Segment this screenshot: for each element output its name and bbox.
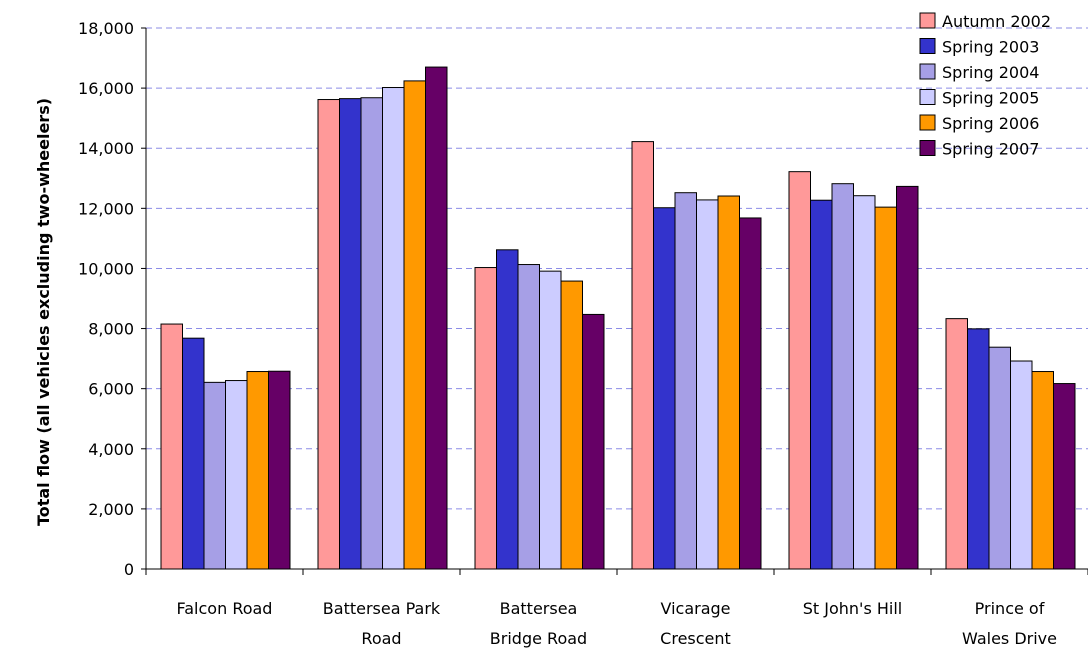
bar (896, 185, 919, 570)
legend-label: Spring 2005 (942, 89, 1039, 108)
bar (874, 206, 897, 570)
bar (582, 313, 605, 570)
bar (517, 264, 540, 570)
legend-item: Spring 2003 (919, 38, 1039, 57)
y-tick-label: 0 (124, 560, 134, 579)
legend-swatch (919, 89, 936, 105)
bar (225, 380, 248, 570)
bar (945, 318, 968, 570)
bars (160, 66, 1076, 570)
bar (425, 66, 448, 570)
bar (382, 87, 405, 570)
bar (403, 80, 426, 570)
legend-label: Spring 2006 (942, 114, 1039, 133)
bar (988, 346, 1011, 570)
bar (739, 217, 762, 570)
legend-swatch (919, 63, 936, 80)
x-category-label: Battersea Bridge Road (490, 599, 587, 648)
bar (182, 337, 205, 570)
y-tick-label: 10,000 (78, 259, 134, 278)
y-tick-label: 12,000 (78, 199, 134, 218)
bar (674, 192, 697, 570)
bar (496, 249, 519, 570)
y-tick-label: 14,000 (78, 139, 134, 158)
legend-swatch (919, 114, 936, 131)
bar (539, 270, 562, 570)
x-category-label: Battersea Park Road (323, 599, 441, 648)
bar (717, 195, 740, 570)
legend-item: Spring 2006 (919, 114, 1039, 133)
y-tick-label: 16,000 (78, 79, 134, 98)
bar (831, 183, 854, 570)
legend-swatch (919, 38, 936, 54)
bar (317, 99, 340, 570)
bar (1053, 383, 1076, 570)
bar (203, 381, 226, 570)
legend-item: Autumn 2002 (919, 12, 1051, 31)
bar (160, 323, 183, 570)
bar (1031, 371, 1054, 570)
y-tick-label: 2,000 (88, 500, 134, 519)
y-tick-label: 8,000 (88, 320, 134, 339)
x-category-label: St John's Hill (803, 599, 903, 618)
y-tick-labels: 0 2,000 4,000 6,000 8,000 10,000 12,000 14,000 1… (78, 19, 134, 579)
legend: Autumn 2002 Spring 2003 Spring 2004 Spring … (919, 12, 1051, 159)
bar (1010, 360, 1033, 570)
legend-item: Spring 2005 (919, 89, 1039, 108)
x-category-labels: Falcon Road Battersea Park Road Battersea Br… (177, 599, 1057, 648)
legend-item: Spring 2007 (919, 140, 1039, 159)
bar (788, 171, 811, 570)
y-tick-label: 4,000 (88, 440, 134, 459)
y-tick-label: 6,000 (88, 380, 134, 399)
bar (560, 280, 583, 570)
bar (268, 370, 291, 570)
bar (696, 199, 719, 570)
bar (967, 328, 990, 570)
bar (246, 371, 269, 570)
legend-label: Autumn 2002 (942, 12, 1051, 31)
legend-label: Spring 2003 (942, 38, 1039, 57)
bar (653, 207, 676, 570)
legend-swatch (919, 140, 936, 156)
bar (853, 195, 876, 570)
x-category-label: Falcon Road (177, 599, 273, 618)
x-category-label: Prince of Wales Drive (962, 599, 1057, 648)
bar (339, 98, 362, 570)
legend-label: Spring 2007 (942, 140, 1039, 159)
bar (810, 199, 833, 570)
y-axis-label: Total flow (all vehicles excluding two-w… (34, 98, 53, 526)
bar (360, 97, 383, 570)
legend-label: Spring 2004 (942, 63, 1039, 82)
legend-item: Spring 2004 (919, 63, 1039, 82)
bar (631, 141, 654, 570)
bar (474, 267, 497, 570)
y-tick-label: 18,000 (78, 19, 134, 38)
axes (145, 28, 1088, 575)
legend-swatch (919, 12, 936, 29)
x-category-label: Vicarage Crescent (660, 599, 731, 648)
